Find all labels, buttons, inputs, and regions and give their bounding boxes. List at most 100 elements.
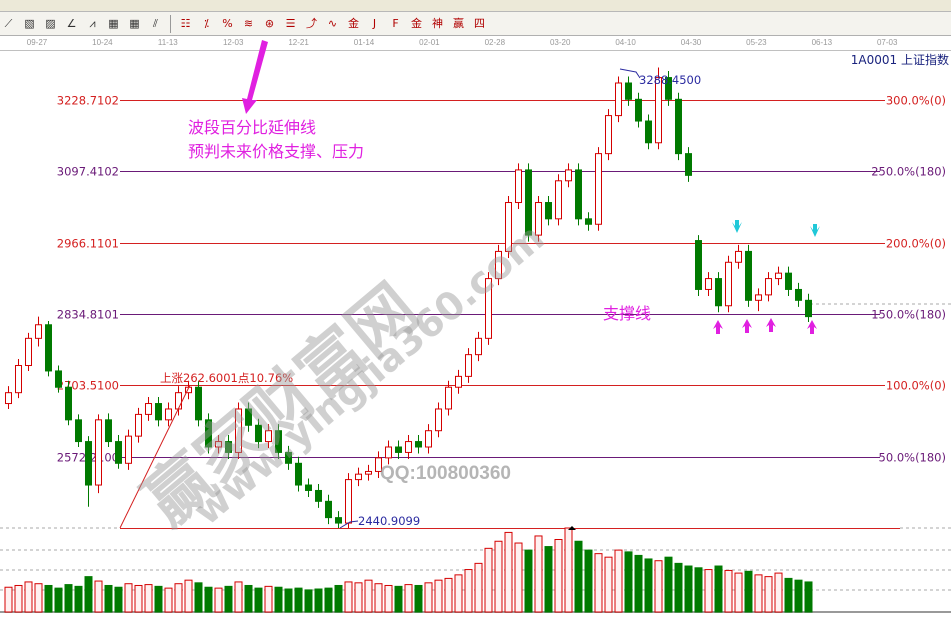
volume-bar	[364, 579, 373, 613]
volume-bar	[424, 582, 433, 613]
wave-tool-icon[interactable]: ⩘	[89, 17, 96, 30]
volume-bar	[624, 551, 633, 613]
volume-bar	[84, 576, 93, 613]
candle-body	[395, 446, 402, 453]
candle-body	[315, 489, 322, 502]
candle-body	[195, 386, 202, 421]
support-arrow-icon	[742, 319, 752, 333]
grid-tool-icon[interactable]: ▦	[108, 17, 119, 30]
candle-body	[135, 413, 142, 437]
volume-bar	[104, 584, 113, 613]
wave-percent-icon[interactable]: ≋	[243, 17, 254, 30]
level-price-label: 3228.7102	[57, 94, 119, 108]
candle-body	[255, 424, 262, 443]
date-tick: 11-13	[157, 38, 178, 47]
candle-body	[215, 441, 222, 448]
candle-body	[805, 299, 812, 318]
note-text: 波段百分比延伸线 预判未来价格支撑、压力	[188, 116, 364, 164]
candle-body	[665, 77, 672, 100]
candle-body	[385, 446, 392, 459]
line-tool-icon[interactable]: ⟋	[4, 17, 13, 30]
wave-line	[119, 384, 191, 529]
candle-body	[555, 180, 562, 220]
date-tick: 02-28	[484, 38, 506, 47]
level-percent-label: 100.0%(0)	[886, 379, 946, 393]
candle-body	[205, 419, 212, 448]
volume-bar	[414, 584, 423, 613]
volume-bar	[24, 581, 33, 613]
volume-bar	[534, 535, 543, 613]
candle-body	[445, 386, 452, 410]
volume-bar	[124, 583, 133, 613]
volume-bar	[474, 562, 483, 613]
volume-bar	[384, 584, 393, 613]
candle-body	[465, 354, 472, 377]
level-price-label: 2703.5100	[57, 379, 119, 393]
j-lines-icon[interactable]: J	[372, 17, 377, 30]
candle-body	[305, 484, 312, 491]
level-price-label: 2966.1101	[57, 237, 119, 251]
candle-body	[35, 324, 42, 339]
candle-body	[575, 169, 582, 220]
grid2-tool-icon[interactable]: ▦	[129, 17, 140, 30]
candle-body	[225, 441, 232, 453]
volume-bar	[494, 540, 503, 613]
volume-bar	[34, 583, 43, 613]
date-tick: 04-30	[680, 38, 702, 47]
volume-bar	[264, 585, 273, 613]
parallel-tool-icon[interactable]: ⫽	[153, 17, 158, 30]
date-tick: 01-14	[353, 38, 375, 47]
volume-bar	[74, 585, 83, 613]
volume-bar	[724, 569, 733, 613]
candle-body	[605, 115, 612, 155]
date-tick: 09-27	[26, 38, 48, 47]
hatch-tool-icon[interactable]: ▨	[45, 17, 56, 30]
candle-body	[645, 120, 652, 144]
candle-body	[495, 250, 502, 280]
volume-bar	[804, 581, 813, 613]
win-lines-icon[interactable]: 赢	[453, 17, 464, 30]
volume-bar	[434, 579, 443, 613]
candle-body	[175, 392, 182, 410]
gold-fan-icon[interactable]: 金	[411, 17, 422, 30]
volume-bar	[554, 538, 563, 613]
candle-body	[505, 202, 512, 252]
date-tick: 12-03	[222, 38, 244, 47]
gold-circle-icon[interactable]: ⊛	[264, 17, 275, 30]
percent-slope-icon[interactable]: ⁒	[204, 17, 209, 30]
volume-bar	[204, 586, 213, 613]
four-lines-icon[interactable]: 四	[474, 17, 485, 30]
candle-body	[735, 250, 742, 263]
sine-icon[interactable]: ∿	[327, 17, 338, 30]
high-label: 3288.4500	[639, 73, 701, 87]
volume-bar	[134, 584, 143, 613]
resistance-arrow-icon	[810, 224, 820, 237]
support-arrow-icon	[766, 318, 776, 332]
volume-bar	[324, 587, 333, 613]
candle-body	[625, 82, 632, 100]
gold-lines-icon[interactable]: ☰	[285, 17, 296, 30]
volume-bar	[184, 579, 193, 613]
box-tool-icon[interactable]: ▧	[24, 17, 35, 30]
volume-bar	[744, 570, 753, 613]
volume-bar	[404, 584, 413, 613]
volume-bar	[314, 588, 323, 613]
note-line-2: 预判未来价格支撑、压力	[188, 142, 365, 161]
volume-bar	[604, 556, 613, 613]
gann-tool-icon[interactable]: ☷	[180, 17, 191, 30]
stock-name: 1A0001 上证指数	[850, 53, 949, 67]
date-tick: 03-20	[549, 38, 571, 47]
candle-body	[25, 337, 32, 367]
candle-body	[145, 403, 152, 415]
god-lines-icon[interactable]: 神	[432, 17, 443, 30]
angle-tool-icon[interactable]: ∠	[66, 17, 77, 30]
arrow-tool-icon[interactable]: ⤴	[306, 17, 317, 30]
gold-icon[interactable]: 金	[348, 17, 359, 30]
candle-body	[345, 479, 352, 524]
f-lines-icon[interactable]: F	[392, 17, 399, 30]
date-tick: 06-13	[811, 38, 833, 47]
volume-bar	[244, 584, 253, 613]
marker-triangle	[568, 526, 576, 530]
percent-icon[interactable]: %	[222, 17, 233, 30]
support-label: 支撑线	[603, 304, 652, 323]
